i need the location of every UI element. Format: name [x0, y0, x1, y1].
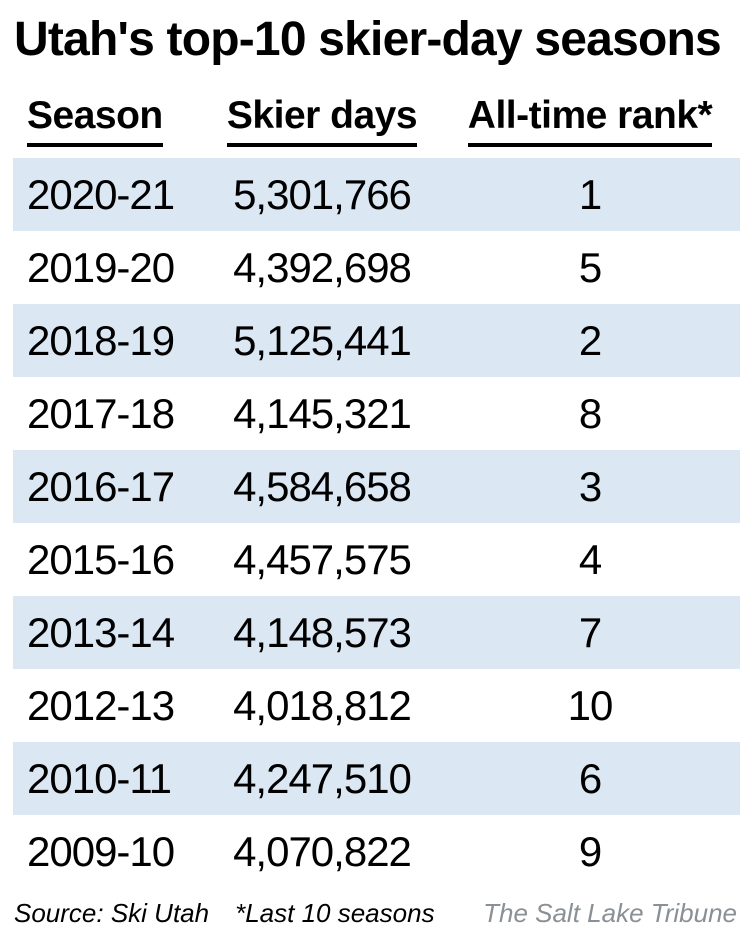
- season-cell: 2012-13: [27, 681, 175, 729]
- skier-days-cell: 4,148,573: [233, 608, 412, 656]
- table-header-row: Season Skier days All-time rank*: [13, 94, 740, 147]
- rank-cell: 5: [578, 243, 602, 291]
- column-header-season-cell: Season: [13, 94, 204, 147]
- rank-cell: 7: [578, 608, 602, 656]
- skier-days-cell: 4,145,321: [233, 389, 412, 437]
- footer: Source: Ski Utah *Last 10 seasons The Sa…: [14, 898, 737, 929]
- footnote-text: *Last 10 seasons: [235, 898, 435, 928]
- skier-days-cell: 4,070,822: [233, 827, 412, 875]
- season-cell: 2015-16: [27, 535, 175, 583]
- rank-cell: 1: [578, 170, 602, 218]
- page-title: Utah's top-10 skier-day seasons: [14, 13, 722, 66]
- rank-cell: 9: [578, 827, 602, 875]
- publisher-credit: The Salt Lake Tribune: [483, 898, 737, 928]
- rank-cell: 6: [578, 754, 602, 802]
- table-row: 2012-13 4,018,812 10: [13, 669, 740, 742]
- column-header-rank: All-time rank*: [467, 94, 713, 147]
- column-header-rank-cell: All-time rank*: [440, 94, 740, 147]
- table-body: 2020-21 5,301,766 1 2019-20 4,392,698 5 …: [13, 158, 740, 888]
- rank-cell: 10: [567, 681, 614, 729]
- rank-cell: 2: [578, 316, 602, 364]
- season-cell: 2010-11: [27, 754, 172, 802]
- table-row: 2013-14 4,148,573 7: [13, 596, 740, 669]
- season-cell: 2019-20: [27, 243, 175, 291]
- season-cell: 2016-17: [27, 462, 175, 510]
- season-cell: 2017-18: [27, 389, 175, 437]
- skier-days-cell: 4,018,812: [233, 681, 412, 729]
- season-cell: 2009-10: [27, 827, 175, 875]
- table-row: 2015-16 4,457,575 4: [13, 523, 740, 596]
- column-header-skier-days: Skier days: [226, 94, 418, 147]
- skier-days-cell: 4,247,510: [233, 754, 412, 802]
- column-header-season: Season: [27, 94, 163, 147]
- rank-cell: 4: [578, 535, 602, 583]
- source-text: Source: Ski Utah: [14, 898, 210, 928]
- skier-days-cell: 4,392,698: [233, 243, 412, 291]
- season-cell: 2020-21: [27, 170, 175, 218]
- skier-days-cell: 5,125,441: [233, 316, 412, 364]
- rank-cell: 8: [578, 389, 602, 437]
- table-row: 2020-21 5,301,766 1: [13, 158, 740, 231]
- column-header-skier-days-cell: Skier days: [204, 94, 440, 147]
- season-cell: 2013-14: [27, 608, 175, 656]
- season-cell: 2018-19: [27, 316, 175, 364]
- rank-cell: 3: [578, 462, 602, 510]
- table-row: 2017-18 4,145,321 8: [13, 377, 740, 450]
- skier-days-cell: 4,584,658: [233, 462, 412, 510]
- skier-days-cell: 4,457,575: [233, 535, 412, 583]
- table-row: 2019-20 4,392,698 5: [13, 231, 740, 304]
- table-row: 2009-10 4,070,822 9: [13, 815, 740, 888]
- table-row: 2016-17 4,584,658 3: [13, 450, 740, 523]
- table-row: 2018-19 5,125,441 2: [13, 304, 740, 377]
- skier-days-cell: 5,301,766: [233, 170, 412, 218]
- table-row: 2010-11 4,247,510 6: [13, 742, 740, 815]
